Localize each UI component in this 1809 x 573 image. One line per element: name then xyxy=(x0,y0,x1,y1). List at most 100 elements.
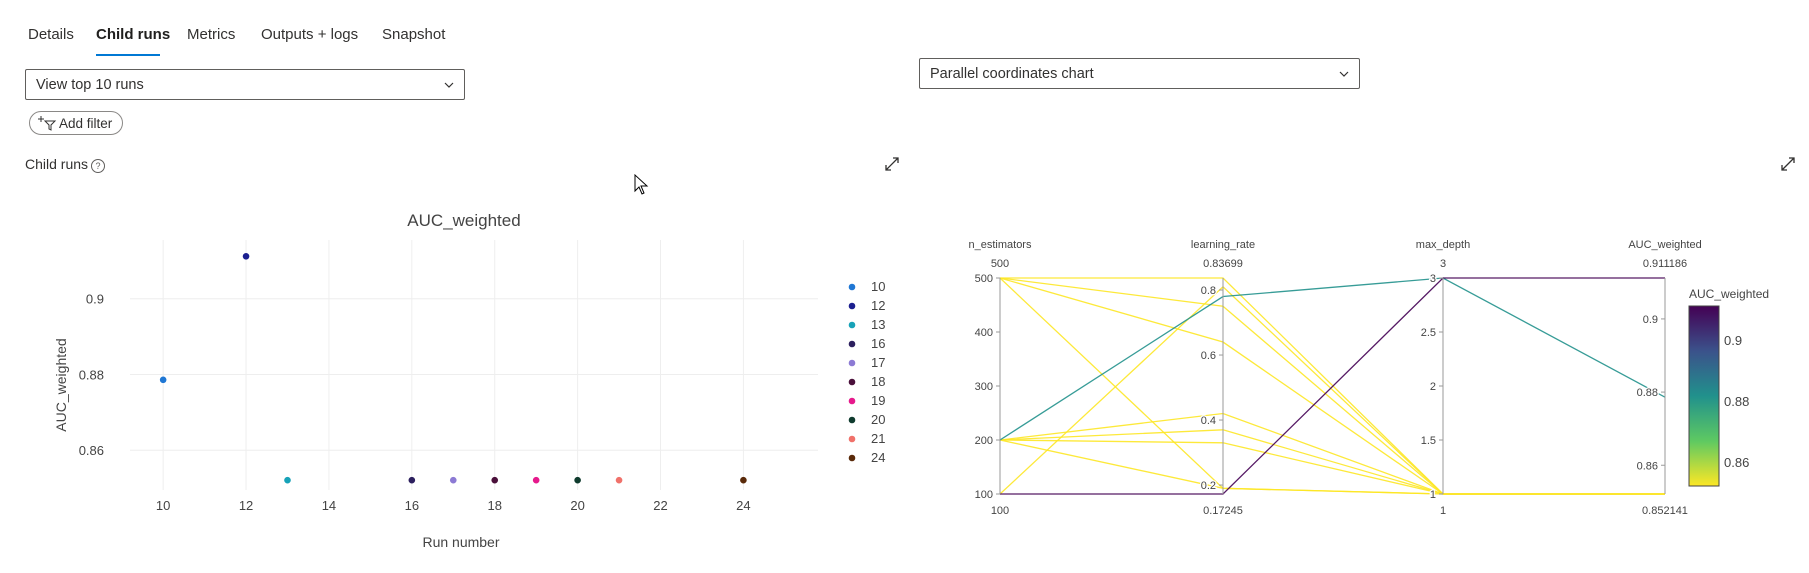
axis-tick-label: 0.2 xyxy=(1201,480,1216,492)
tab-active-underline xyxy=(96,54,160,56)
axis-max-label: 500 xyxy=(991,258,1009,270)
child-runs-title: Child runs xyxy=(25,156,89,172)
chevron-down-icon xyxy=(444,82,454,88)
parallel-line xyxy=(999,439,1665,495)
colorbar-tick-label: 0.86 xyxy=(1724,455,1749,470)
legend-marker xyxy=(848,435,856,443)
axis-tick-label: 0.9 xyxy=(1643,314,1658,326)
scatter-title: AUC_weighted xyxy=(407,211,520,230)
legend-marker xyxy=(848,454,856,462)
x-tick-label: 22 xyxy=(653,498,667,513)
legend-label: 18 xyxy=(871,374,885,389)
data-point xyxy=(408,476,416,484)
axis-tick-label: 0.8 xyxy=(1201,285,1216,297)
chart-type-dropdown[interactable]: Parallel coordinates chart xyxy=(919,58,1360,89)
x-tick-label: 24 xyxy=(736,498,750,513)
axis-min-label: 0.852141 xyxy=(1642,505,1688,517)
data-point xyxy=(491,476,499,484)
data-point xyxy=(574,476,581,484)
axis-tick-label: 2 xyxy=(1430,381,1436,393)
axis-min-label: 1 xyxy=(1440,505,1446,517)
parallel-lines xyxy=(999,277,1666,495)
add-filter-button[interactable]: Add filter xyxy=(29,111,123,135)
legend-label: 19 xyxy=(871,393,885,408)
axis-tick-label: 500 xyxy=(975,273,993,285)
scatter-gridlines xyxy=(130,240,818,490)
legend-marker xyxy=(848,378,856,386)
axis-tick-label: 1.5 xyxy=(1421,435,1436,447)
scatter-y-ticks: 0.86 0.88 0.9 xyxy=(79,292,104,459)
legend-label: 20 xyxy=(871,412,885,427)
y-tick-label: 0.86 xyxy=(79,443,104,458)
tab-snapshot[interactable]: Snapshot xyxy=(382,26,446,43)
legend-label: 17 xyxy=(871,355,885,370)
parallel-axes: n_estimators 500 100 100 200 300 400 500 learnin… xyxy=(969,239,1702,517)
axis-tick-label: 100 xyxy=(975,489,993,501)
legend-marker xyxy=(848,397,856,405)
colorbar-tick-label: 0.88 xyxy=(1724,394,1749,409)
legend-label: 12 xyxy=(871,298,885,313)
axis-tick-label: 200 xyxy=(975,435,993,447)
axis-tick-label: 0.86 xyxy=(1637,460,1658,472)
tab-details[interactable]: Details xyxy=(28,26,74,43)
legend-label: 24 xyxy=(871,450,885,465)
axis-tick-label: 2.5 xyxy=(1421,327,1436,339)
tab-child-runs[interactable]: Child runs xyxy=(96,26,171,43)
add-filter-icon xyxy=(38,116,57,131)
colorbar-gradient xyxy=(1688,305,1720,487)
legend-marker xyxy=(848,340,856,348)
axis-tick-label: 300 xyxy=(975,381,993,393)
add-filter-label: Add filter xyxy=(59,116,113,131)
help-icon[interactable]: ? xyxy=(91,159,105,173)
parallel-coordinates-chart: n_estimators 500 100 100 200 300 400 500 learnin… xyxy=(969,239,1770,517)
scatter-x-axis-label: Run number xyxy=(422,534,499,550)
legend-marker xyxy=(848,416,856,424)
expand-icon[interactable] xyxy=(884,156,900,172)
chart-type-dropdown-value: Parallel coordinates chart xyxy=(930,66,1094,82)
axis-tick-label: 0.6 xyxy=(1201,350,1216,362)
parallel-line xyxy=(999,277,1666,441)
y-tick-label: 0.9 xyxy=(86,292,104,307)
parallel-line xyxy=(999,285,1665,495)
legend-marker xyxy=(848,359,856,367)
data-point xyxy=(242,252,250,260)
scatter-legend: 10 12 13 16 17 18 19 20 21 24 xyxy=(848,279,885,465)
parallel-line xyxy=(999,439,1665,495)
axis-title: n_estimators xyxy=(969,239,1032,251)
parallel-line xyxy=(999,412,1665,495)
scatter-points xyxy=(159,252,747,484)
axis-min-label: 0.17245 xyxy=(1203,505,1243,517)
axis-title: AUC_weighted xyxy=(1628,239,1701,251)
axis-tick-label: 400 xyxy=(975,327,993,339)
x-tick-label: 16 xyxy=(405,498,419,513)
expand-icon[interactable] xyxy=(1780,156,1796,172)
parallel-line xyxy=(1000,277,1665,495)
view-runs-dropdown[interactable]: View top 10 runs xyxy=(25,69,465,100)
legend-marker xyxy=(848,283,856,291)
x-tick-label: 20 xyxy=(570,498,584,513)
x-tick-label: 10 xyxy=(156,498,170,513)
axis-max-label: 3 xyxy=(1440,258,1446,270)
auc-scatter-chart: AUC_weighted 0.86 0.88 0.9 10 12 14 16 18 20 22 2… xyxy=(53,211,885,550)
legend-marker xyxy=(848,302,856,310)
x-tick-label: 14 xyxy=(322,498,336,513)
data-point xyxy=(615,476,623,484)
legend-label: 21 xyxy=(871,431,885,446)
tab-outputs-logs[interactable]: Outputs + logs xyxy=(261,26,359,43)
axis-tick-label: 0.4 xyxy=(1201,415,1216,427)
axis-title: learning_rate xyxy=(1191,239,1255,251)
scatter-y-axis-label: AUC_weighted xyxy=(53,338,69,431)
data-point xyxy=(159,376,167,384)
chevron-down-icon xyxy=(1339,71,1349,77)
axis-min-label: 100 xyxy=(991,505,1009,517)
x-tick-label: 12 xyxy=(239,498,253,513)
colorbar-title: AUC_weighted xyxy=(1689,287,1769,301)
data-point xyxy=(740,476,747,484)
tab-metrics[interactable]: Metrics xyxy=(187,26,236,43)
legend-label: 13 xyxy=(871,317,885,332)
axis-tick-label: 1 xyxy=(1430,489,1436,501)
legend-marker xyxy=(848,321,856,329)
mouse-cursor-icon xyxy=(634,174,649,195)
y-tick-label: 0.88 xyxy=(79,367,104,382)
legend-label: 16 xyxy=(871,336,885,351)
